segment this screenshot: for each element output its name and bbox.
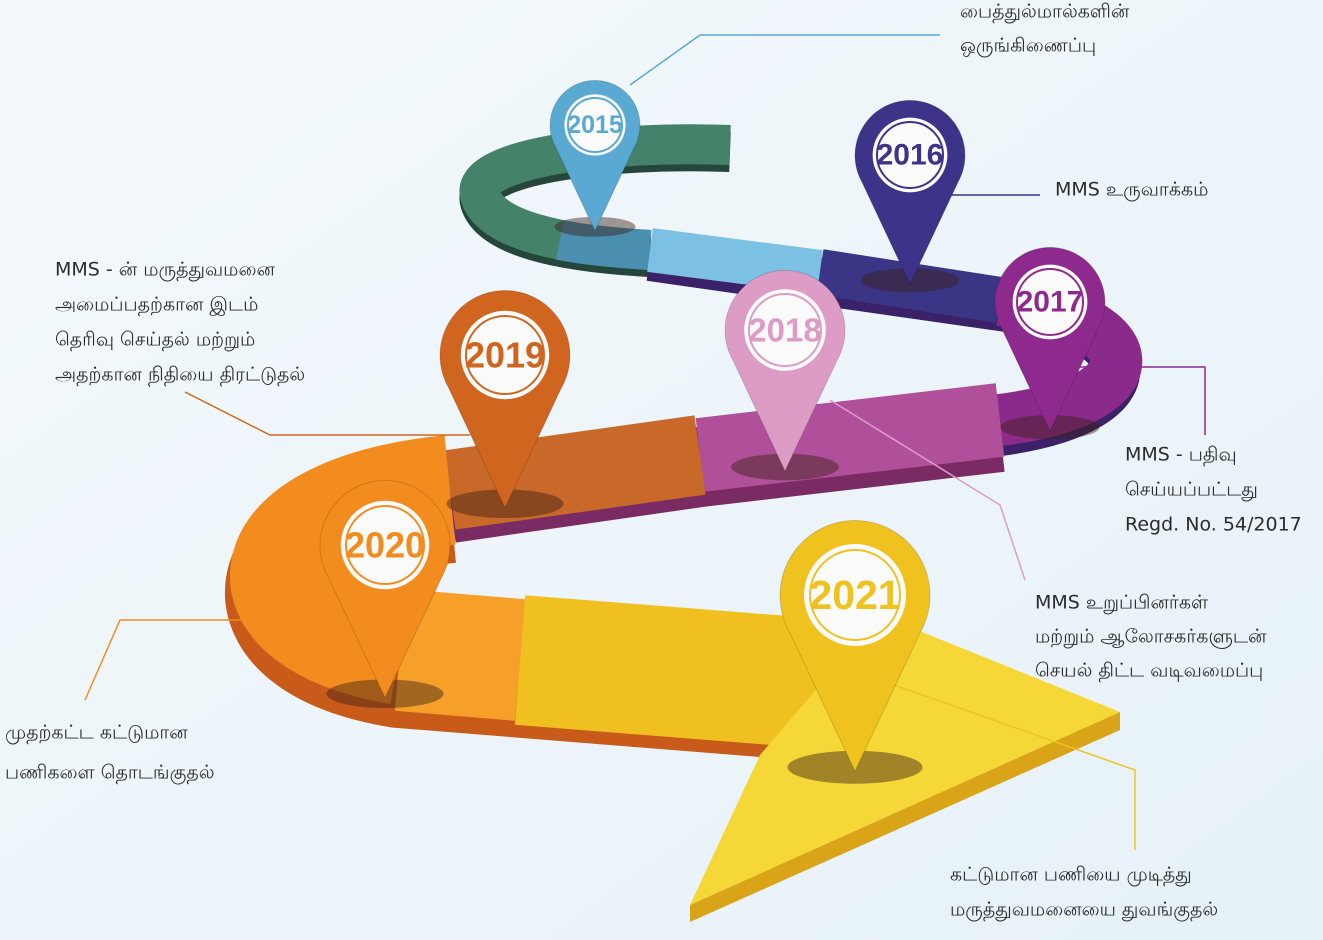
- milestone-text: மருத்துவமனையை துவங்குதல்: [950, 899, 1218, 922]
- milestone-text: செயல் திட்ட வடிவமைப்பு: [1035, 660, 1263, 683]
- milestone-text: MMS உருவாக்கம்: [1055, 179, 1208, 202]
- timeline: 2015 பைத்துல்மால்களின் ஒருங்கிணைப்பு 2016 MM…: [0, 0, 1323, 940]
- milestone-text: செய்யப்பட்டது: [1125, 479, 1258, 502]
- year: 2019: [465, 335, 545, 376]
- milestone-text: ஒருங்கிணைப்பு: [960, 35, 1096, 58]
- milestone-text: MMS - பதிவு: [1125, 444, 1237, 467]
- year: 2021: [809, 572, 900, 618]
- milestone-text: முதற்கட்ட கட்டுமான: [5, 722, 188, 745]
- year: 2016: [877, 139, 944, 172]
- year: 2017: [1017, 286, 1084, 319]
- milestone-text: பைத்துல்மால்களின்: [960, 1, 1130, 24]
- year: 2020: [345, 525, 425, 566]
- year: 2015: [567, 111, 623, 139]
- milestone-text: அமைப்பதற்கான இடம்: [55, 294, 258, 317]
- milestone-text: மற்றும் ஆலோசகர்களுடன்: [1035, 626, 1267, 649]
- milestone-text: கட்டுமான பணியை முடித்து: [950, 864, 1192, 887]
- milestone-text: பணிகளை தொடங்குதல்: [5, 762, 215, 785]
- milestone-text: அதற்கான நிதியை திரட்டுதல்: [55, 364, 305, 387]
- milestone-text: தெரிவு செய்தல் மற்றும்: [55, 329, 255, 352]
- year: 2018: [748, 312, 821, 349]
- milestone-text: MMS உறுப்பினர்கள்: [1035, 592, 1209, 615]
- milestone-text: MMS - ன் மருத்துவமனை: [55, 259, 275, 282]
- milestone-text: Regd. No. 54/2017: [1125, 514, 1302, 536]
